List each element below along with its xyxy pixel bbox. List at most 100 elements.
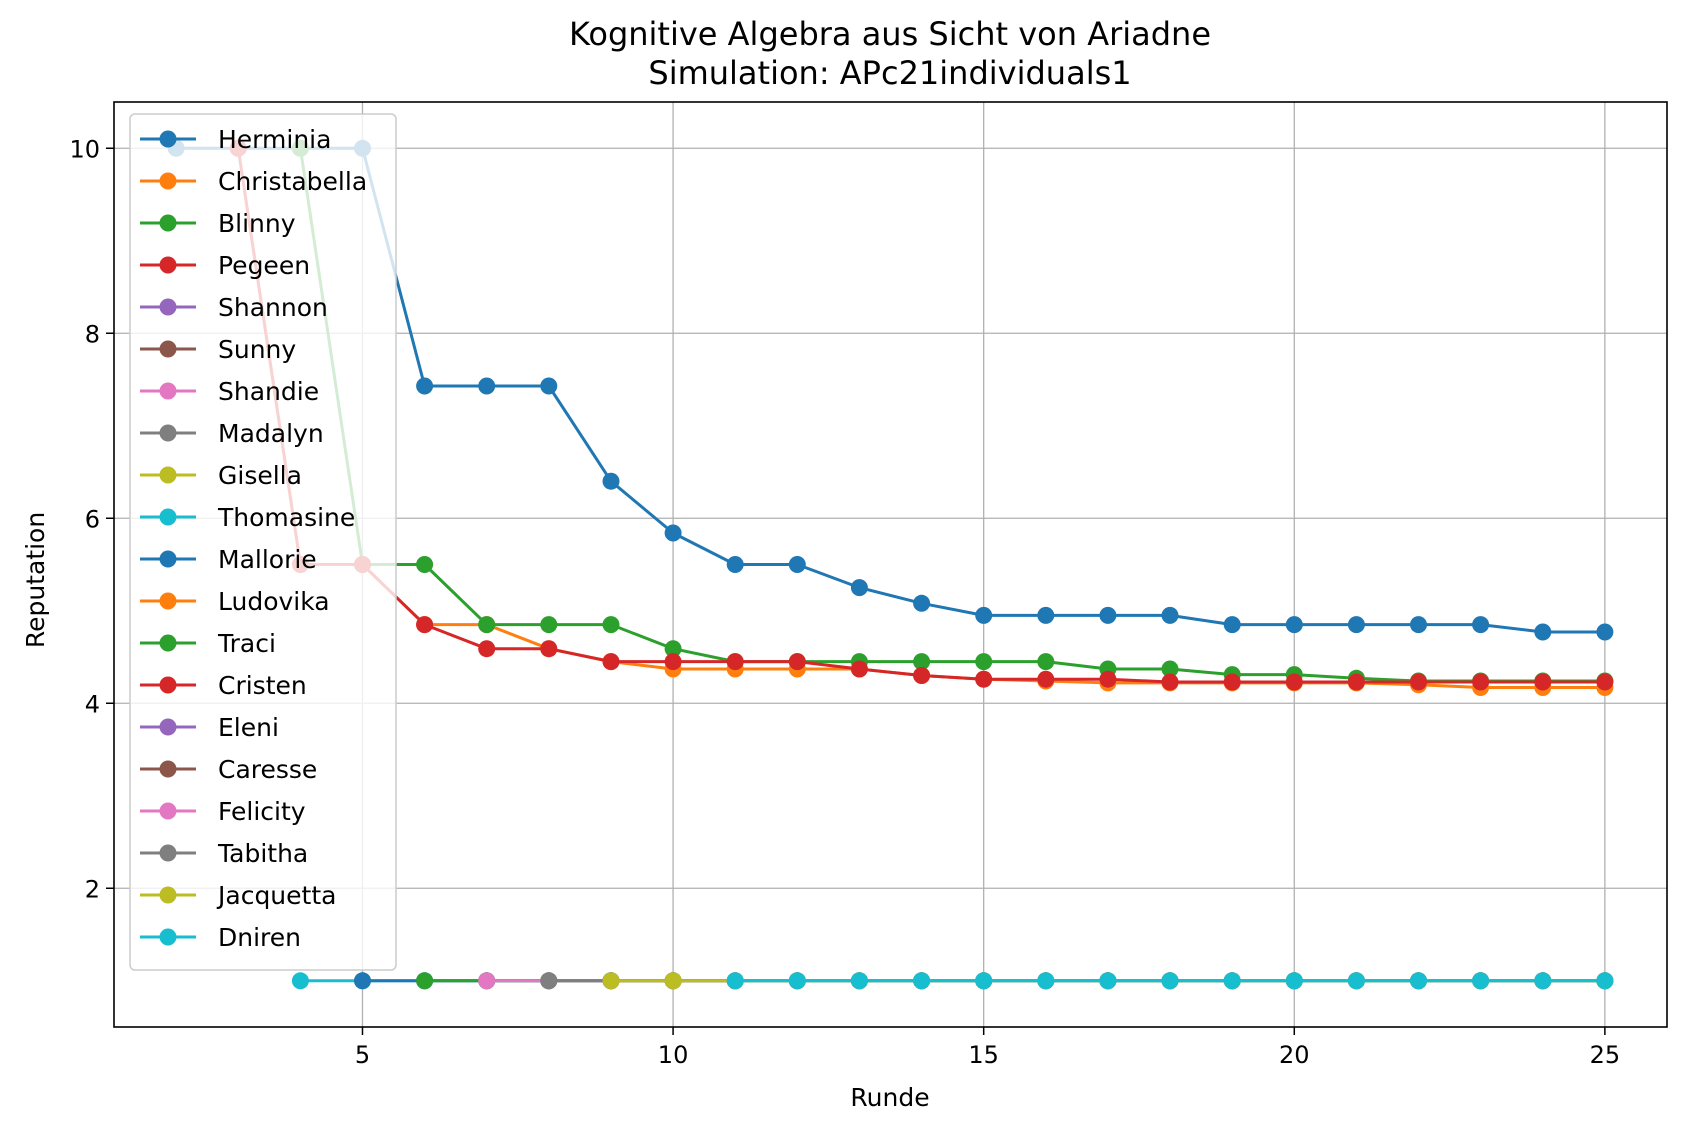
legend-marker [159, 676, 177, 694]
data-point [1223, 972, 1241, 990]
x-tick-label: 15 [968, 1041, 999, 1069]
y-axis-label: Reputation [21, 512, 50, 648]
data-point [850, 579, 868, 597]
data-point [788, 653, 806, 671]
legend-label: Christabella [218, 167, 367, 196]
series-lines [167, 139, 1614, 990]
legend-marker [159, 802, 177, 820]
legend-entry: Blinny [140, 209, 296, 238]
chart-title: Kognitive Algebra aus Sicht von Ariadne [569, 15, 1211, 53]
legend-label: Eleni [218, 713, 279, 742]
data-point [1347, 673, 1365, 691]
data-point [1285, 616, 1303, 634]
x-axis-label: Runde [850, 1083, 929, 1112]
series-line [176, 146, 1605, 634]
legend-label: Gisella [218, 461, 302, 490]
data-point [1596, 972, 1614, 990]
data-point [788, 556, 806, 573]
data-point [1161, 660, 1179, 678]
legend-label: Madalyn [218, 419, 324, 448]
legend-label: Mallorie [218, 545, 317, 574]
legend-entry: Gisella [140, 461, 302, 490]
data-point [1410, 972, 1427, 990]
data-point [664, 972, 682, 990]
data-point [726, 972, 744, 990]
legend-label: Tabitha [217, 839, 308, 868]
legend-label: Dniren [218, 923, 301, 952]
data-point [540, 972, 558, 990]
axes: 5 10 15 20 25 2 4 6 8 10 [69, 135, 1620, 1069]
data-point [664, 524, 682, 542]
legend-marker [159, 508, 177, 526]
legend-entry: Dniren [140, 923, 301, 952]
data-point [1223, 673, 1241, 691]
legend-marker [159, 172, 177, 190]
data-point [726, 653, 744, 671]
data-point [1099, 972, 1117, 990]
data-point [291, 972, 309, 990]
data-point [1099, 670, 1117, 688]
legend-marker [159, 592, 177, 610]
data-point [602, 972, 620, 990]
y-tick-label: 4 [85, 690, 100, 718]
data-point [975, 653, 993, 671]
legend-marker [159, 718, 177, 736]
data-point [664, 640, 682, 658]
legend-label: Shandie [218, 377, 319, 406]
data-point [1410, 616, 1427, 634]
legend-entry: Felicity [140, 797, 306, 826]
data-point [1161, 673, 1179, 691]
series-line [298, 148, 1605, 683]
legend-marker [159, 760, 177, 778]
data-point [478, 972, 496, 990]
legend-marker [159, 424, 177, 442]
data-point [602, 472, 620, 490]
legend-entry: Ludovika [140, 587, 330, 616]
data-point [540, 616, 558, 634]
y-tick-label: 10 [69, 135, 100, 163]
data-point [1534, 972, 1552, 990]
data-point [850, 660, 868, 678]
data-point [478, 377, 496, 395]
x-tick-label: 5 [355, 1041, 370, 1069]
legend-entry: Mallorie [140, 545, 317, 574]
data-point [913, 594, 931, 612]
data-point [1596, 673, 1614, 691]
data-point [478, 640, 496, 658]
data-point [788, 972, 806, 990]
data-point [1037, 972, 1055, 990]
legend-entry: Sunny [140, 335, 296, 364]
legend-label: Ludovika [218, 587, 330, 616]
x-tick-label: 25 [1590, 1041, 1621, 1069]
data-point [416, 377, 434, 395]
data-point [1347, 616, 1365, 634]
data-point [1534, 623, 1552, 641]
legend-marker [159, 466, 177, 484]
data-point [1037, 653, 1055, 671]
x-tick-label: 20 [1279, 1041, 1310, 1069]
legend-marker [159, 130, 177, 148]
legend-box [129, 113, 397, 971]
legend-entry: Tabitha [140, 839, 308, 868]
legend-label: Sunny [218, 335, 296, 364]
legend-label: Cristen [218, 671, 307, 700]
data-point [1223, 616, 1241, 634]
legend-marker [159, 340, 177, 358]
data-point [664, 653, 682, 671]
data-point [850, 972, 868, 990]
data-point [1410, 673, 1427, 691]
data-point [416, 972, 434, 990]
legend-label: Caresse [218, 755, 317, 784]
legend-entry: Thomasine [140, 503, 355, 532]
data-point [913, 653, 931, 671]
legend-marker [159, 550, 177, 568]
plot-frame [113, 101, 1668, 1028]
legend-marker [159, 256, 177, 274]
data-point [1347, 972, 1365, 990]
legend-marker [159, 844, 177, 862]
data-point [975, 972, 993, 990]
legend-label: Pegeen [218, 251, 310, 280]
y-tick-label: 8 [85, 320, 100, 348]
legend-marker [159, 928, 177, 946]
